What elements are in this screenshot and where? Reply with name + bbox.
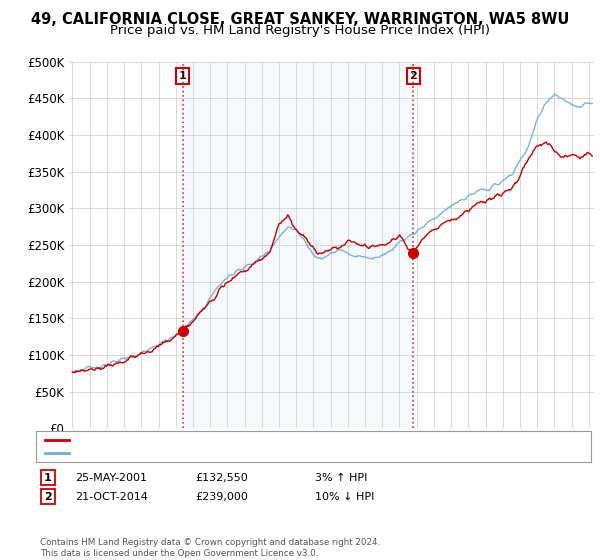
- Text: 49, CALIFORNIA CLOSE, GREAT SANKEY, WARRINGTON, WA5 8WU (detached house): 49, CALIFORNIA CLOSE, GREAT SANKEY, WARR…: [74, 435, 491, 445]
- Bar: [182, 62, 413, 428]
- Text: 2: 2: [409, 71, 417, 81]
- Text: 3% ↑ HPI: 3% ↑ HPI: [315, 473, 367, 483]
- Text: £132,550: £132,550: [195, 473, 248, 483]
- Text: Contains HM Land Registry data © Crown copyright and database right 2024.
This d: Contains HM Land Registry data © Crown c…: [40, 538, 380, 558]
- Text: HPI: Average price, detached house, Warrington: HPI: Average price, detached house, Warr…: [74, 449, 314, 459]
- Text: 25-MAY-2001: 25-MAY-2001: [75, 473, 147, 483]
- Text: Price paid vs. HM Land Registry's House Price Index (HPI): Price paid vs. HM Land Registry's House …: [110, 24, 490, 36]
- Text: £239,000: £239,000: [195, 492, 248, 502]
- Text: 21-OCT-2014: 21-OCT-2014: [75, 492, 148, 502]
- Text: 1: 1: [179, 71, 187, 81]
- Text: 2: 2: [44, 492, 52, 502]
- Text: 49, CALIFORNIA CLOSE, GREAT SANKEY, WARRINGTON, WA5 8WU: 49, CALIFORNIA CLOSE, GREAT SANKEY, WARR…: [31, 12, 569, 27]
- Text: 10% ↓ HPI: 10% ↓ HPI: [315, 492, 374, 502]
- Text: 1: 1: [44, 473, 52, 483]
